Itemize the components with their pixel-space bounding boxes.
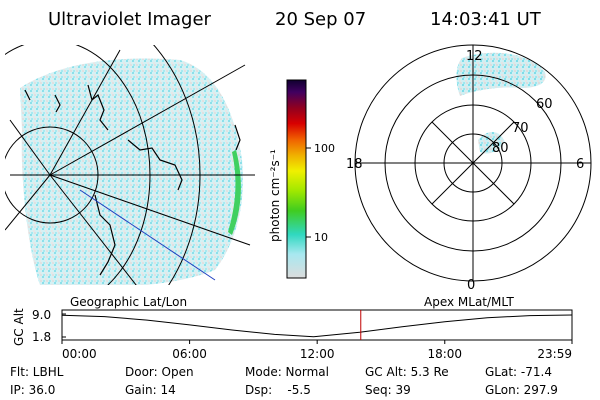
timeline-plot-area [61,309,573,341]
x-tick-label: 06:00 [172,347,207,361]
y-axis-label: GC Alt [12,308,26,346]
header-time: 14:03:41 UT [430,9,542,30]
x-tick-label: 23:59 [537,347,572,361]
status-ip: IP: 36.0 [10,383,55,397]
status-flt: Flt: LBHL [10,365,64,379]
status-dsp: Dsp: -5.5 [245,383,311,397]
x-tick-label: 00:00 [62,347,97,361]
status-mode: Mode: Normal [245,365,329,379]
status-seq: Seq: 39 [365,383,411,397]
colorbar: 100 10 photon cm⁻²s⁻¹ [268,79,335,279]
polar-emission-top [456,52,546,96]
mlt-label-6: 6 [576,157,584,172]
status-glon: GLon: 297.9 [485,383,558,397]
instrument-title: Ultraviolet Imager [48,9,212,30]
mlat-label-60: 60 [536,97,553,112]
y-tick-top: 9.0 [32,308,51,322]
status-glat: GLat: -71.4 [485,365,552,379]
left-panel-label: Geographic Lat/Lon [70,295,187,309]
green-emission-edge [228,150,241,235]
coastlines [24,84,241,276]
status-gc-alt: GC Alt: 5.3 Re [365,365,449,379]
x-tick-label: 12:00 [300,347,335,361]
auroral-emission-region [20,58,243,285]
header-date: 20 Sep 07 [275,9,366,30]
mlt-label-0: 0 [467,278,475,293]
x-tick-label: 18:00 [427,347,462,361]
colorbar-tick-100: 100 [314,142,335,155]
right-panel-label: Apex MLat/MLT [424,295,514,309]
status-door: Door: Open [125,365,194,379]
geo-grid [5,45,255,285]
status-block: Flt: LBHL IP: 36.0 Door: Open Gain: 14 M… [10,365,558,397]
mlat-label-70: 70 [512,121,529,136]
colorbar-tick-10: 10 [314,231,328,244]
y-tick-bottom: 1.8 [32,330,51,344]
mlt-label-18: 18 [346,157,363,172]
gc-alt-series-line [61,314,573,338]
polar-plot: 12 18 6 0 60 70 80 [346,44,592,293]
mlt-label-12: 12 [466,49,483,64]
colorbar-unit-label: photon cm⁻²s⁻¹ [268,149,282,242]
geographic-image [5,45,255,285]
mlat-label-80: 80 [492,141,509,156]
status-gain: Gain: 14 [125,383,176,397]
timeline-chart: Geographic Lat/Lon Apex MLat/MLT GC Alt … [12,295,573,361]
terminator-line [79,189,216,281]
